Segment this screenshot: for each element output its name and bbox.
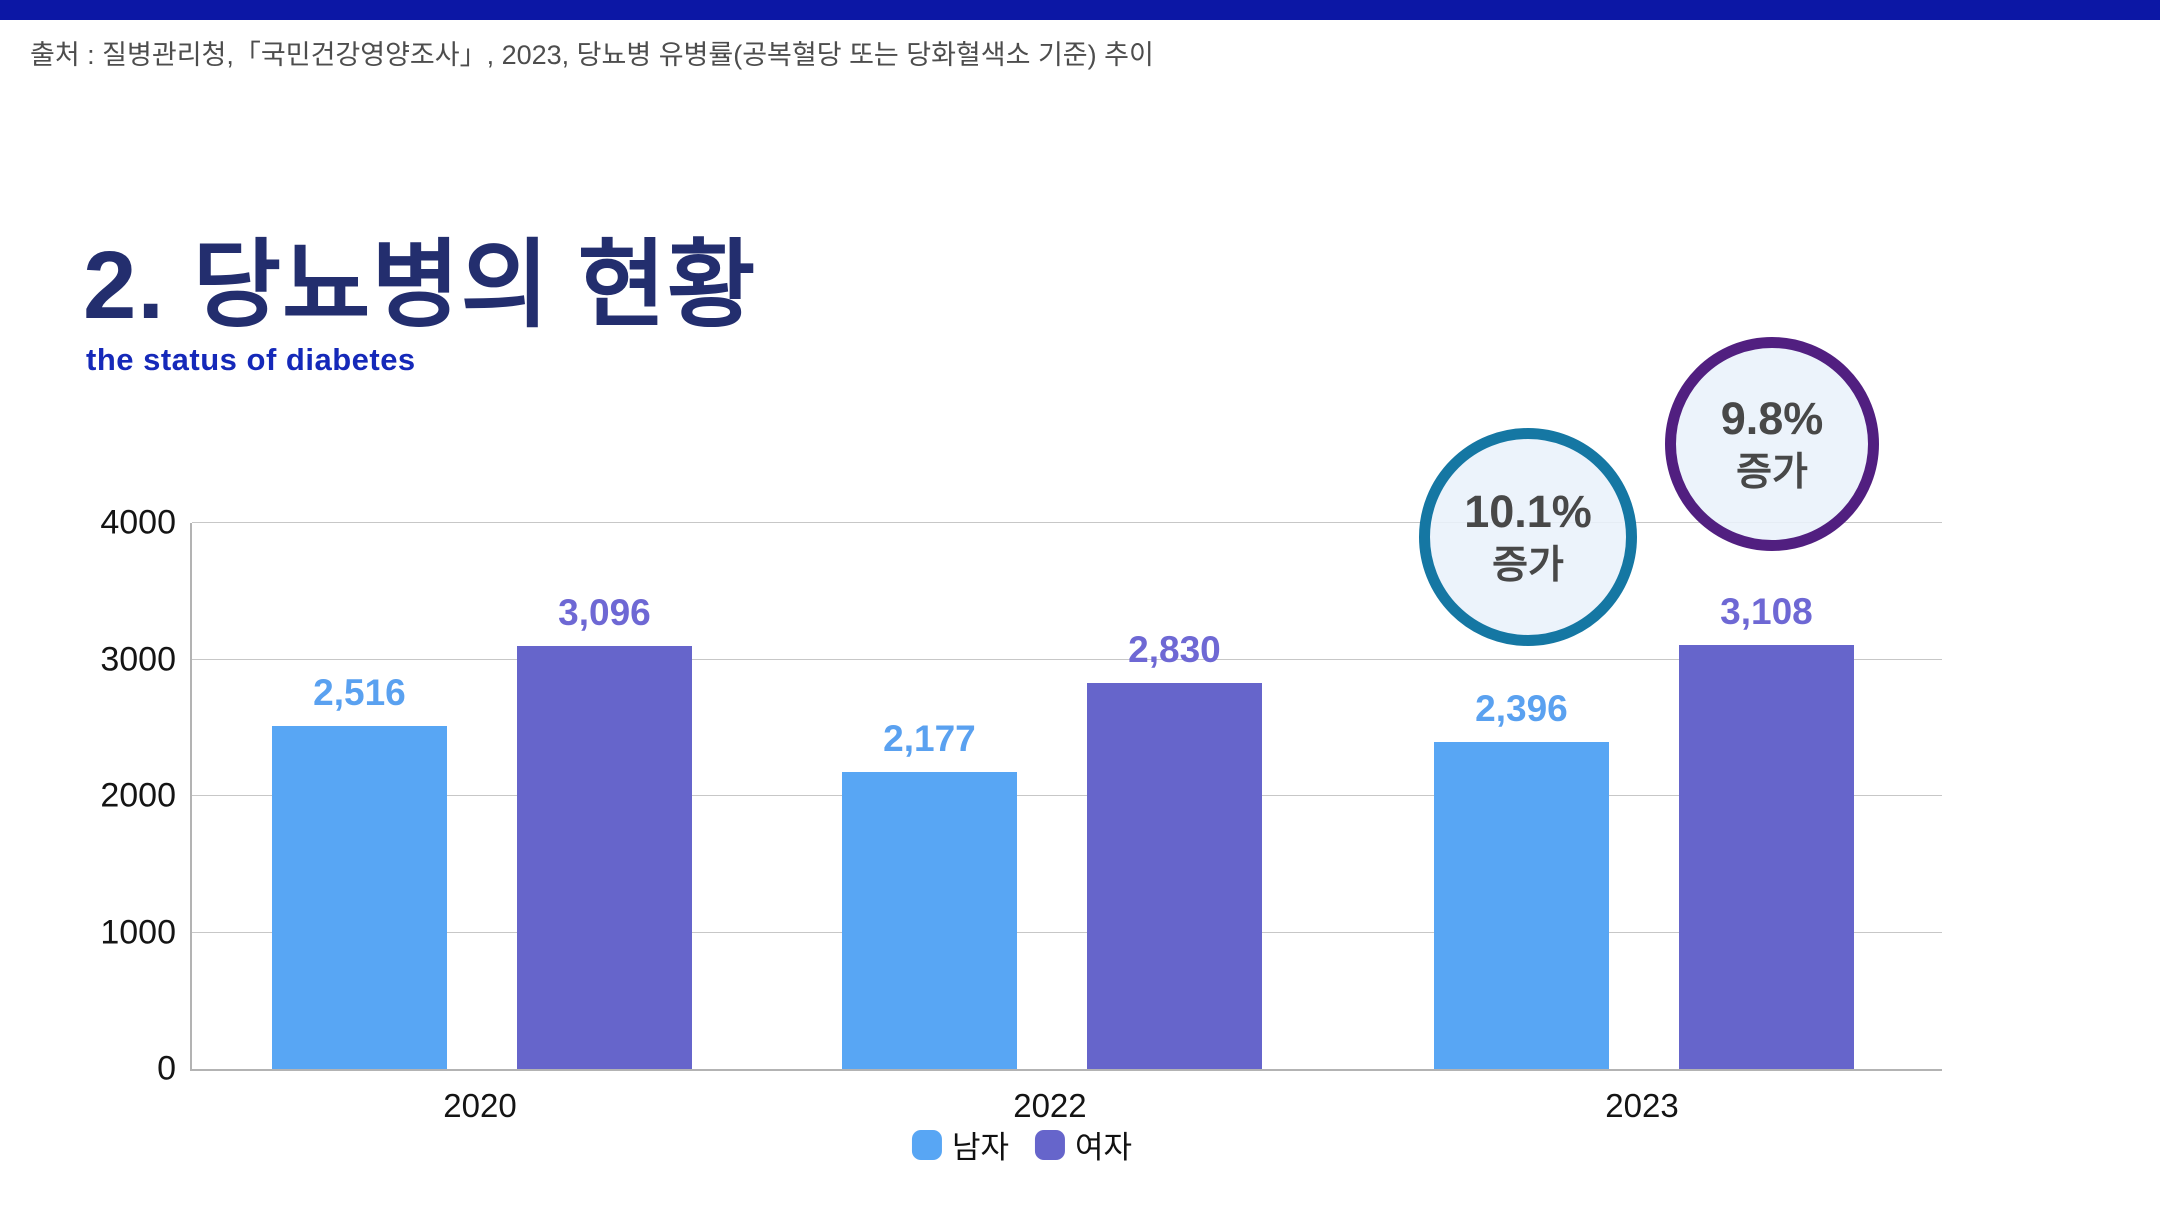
y-tick-3000: 3000 bbox=[100, 640, 176, 678]
gridline-2000 bbox=[192, 795, 1942, 796]
bar-남자-2023 bbox=[1433, 741, 1609, 1069]
bar-여자-2020 bbox=[516, 646, 692, 1069]
value-label-남자-2020: 2,516 bbox=[313, 671, 406, 713]
page-subtitle: the status of diabetes bbox=[86, 342, 416, 377]
gridline-4000 bbox=[192, 522, 1942, 523]
x-label-2022: 2022 bbox=[1013, 1087, 1087, 1124]
y-tick-4000: 4000 bbox=[100, 503, 176, 542]
y-tick-2000: 2000 bbox=[100, 776, 176, 815]
increase-percent: 10.1% bbox=[1464, 486, 1592, 537]
value-label-여자-2022: 2,830 bbox=[1128, 628, 1221, 670]
increase-label: 증가 bbox=[1736, 451, 1808, 494]
gridline-1000 bbox=[192, 931, 1942, 933]
value-label-여자-2023: 3,108 bbox=[1720, 590, 1813, 632]
increase-percent: 9.8% bbox=[1720, 393, 1824, 444]
bar-남자-2020 bbox=[271, 725, 447, 1069]
y-tick-0: 0 bbox=[157, 1049, 176, 1088]
legend-item-남자: 남자 bbox=[911, 1122, 1009, 1167]
value-label-여자-2020: 3,096 bbox=[558, 592, 651, 634]
y-tick-1000: 1000 bbox=[100, 913, 176, 951]
top-accent-bar bbox=[0, 0, 2160, 20]
bar-여자-2023 bbox=[1678, 644, 1854, 1069]
page-title: 2. 당뇨병의 현황 bbox=[83, 232, 757, 339]
y-axis-ticks: 0 1000 2000 3000 4000 bbox=[0, 504, 176, 1088]
legend-item-여자: 여자 bbox=[1035, 1122, 1132, 1167]
x-label-2023: 2023 bbox=[1605, 1087, 1679, 1124]
legend-swatch-여자 bbox=[1035, 1129, 1065, 1160]
legend-swatch-남자 bbox=[911, 1129, 942, 1160]
value-label-남자-2023: 2,396 bbox=[1475, 687, 1568, 729]
gridline-3000 bbox=[192, 658, 1942, 660]
source-citation: 출처 : 질병관리청,「국민건강영양조사」, 2023, 당뇨병 유병률(공복혈… bbox=[30, 40, 1154, 70]
value-label-남자-2022: 2,177 bbox=[883, 717, 976, 759]
bar-여자-2022 bbox=[1086, 682, 1262, 1069]
chart-legend: 남자 여자 bbox=[911, 1122, 1132, 1167]
bar-남자-2022 bbox=[841, 771, 1017, 1069]
increase-label: 증가 bbox=[1492, 544, 1564, 587]
x-label-2020: 2020 bbox=[443, 1087, 517, 1124]
legend-label-남자: 남자 bbox=[951, 1130, 1009, 1165]
increase-badge-9-8: 9.8% 증가 bbox=[1665, 337, 1879, 551]
increase-badge-10-1: 10.1% 증가 bbox=[1419, 428, 1637, 646]
legend-label-여자: 여자 bbox=[1075, 1130, 1133, 1165]
plot-area: 2,516 3,096 2,177 2,830 2,396 3,108 bbox=[190, 522, 1942, 1071]
